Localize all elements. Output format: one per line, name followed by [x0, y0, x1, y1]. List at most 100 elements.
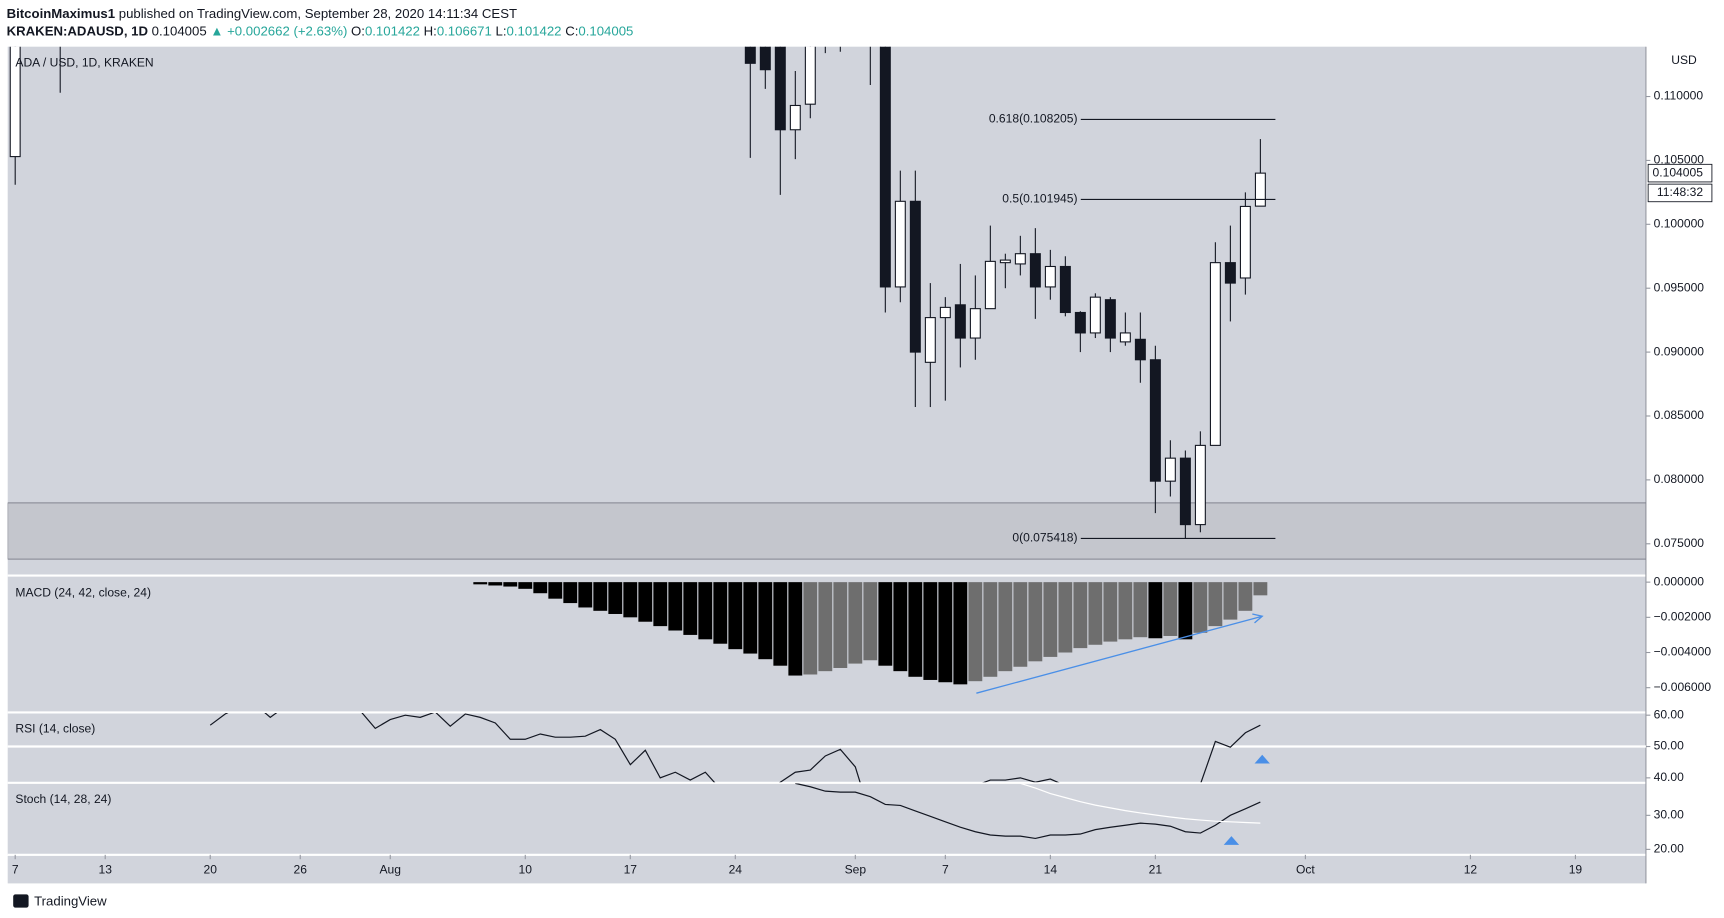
candle-body [1059, 265, 1071, 314]
pane-title: RSI (14, close) [15, 722, 95, 736]
candle-body [1119, 332, 1131, 343]
candle-body [1224, 262, 1236, 284]
histogram-bar [923, 582, 938, 680]
histogram-bar [1193, 582, 1208, 633]
histogram-bar [938, 582, 953, 683]
x-tick-label: 26 [294, 862, 308, 876]
fib-label: 0.5(0.101945) [1002, 192, 1077, 206]
histogram-bar [908, 582, 923, 677]
ohlc-label: H: [424, 24, 437, 39]
histogram-bar [518, 582, 533, 589]
rsi-signal-triangle [1254, 754, 1270, 764]
histogram-bar [533, 582, 548, 594]
x-tick-label: Aug [380, 862, 402, 876]
histogram-bar [1133, 582, 1148, 638]
y-tick-label: 40.00 [1654, 770, 1685, 784]
candle-body [1134, 338, 1146, 361]
histogram-bar [998, 582, 1013, 672]
candle-body [789, 104, 801, 131]
candle-body [879, 46, 891, 288]
histogram-bar [1178, 582, 1193, 640]
candle-body [969, 308, 981, 339]
y-tick-label: −0.006000 [1654, 680, 1712, 694]
y-tick-label: −0.002000 [1654, 610, 1712, 624]
candle-body [909, 200, 921, 353]
y-tick-label: 0.080000 [1654, 472, 1705, 486]
histogram-bar [788, 582, 803, 676]
stoch-signal-triangle [1223, 836, 1240, 845]
y-tick-label: 0.105000 [1654, 153, 1705, 167]
histogram-bar [503, 582, 518, 587]
histogram-bar [1223, 582, 1238, 620]
support-zone [7, 502, 1646, 560]
last-price-label: 0.104005 [1653, 165, 1704, 179]
histogram-bar [953, 582, 968, 685]
histogram-bar [668, 582, 683, 631]
histogram-bar [893, 582, 908, 672]
histogram-bar [713, 582, 728, 644]
histogram-bar [578, 582, 593, 608]
x-tick-label: 21 [1149, 862, 1163, 876]
candle-body [999, 259, 1011, 264]
histogram-bar [1253, 582, 1268, 596]
candle-body [924, 317, 936, 363]
histogram-bar [803, 582, 818, 675]
histogram-bar [683, 582, 698, 635]
candle-body [1074, 311, 1086, 334]
histogram-bar [1238, 582, 1253, 611]
y-tick-label: 60.00 [1654, 707, 1685, 721]
published: published on TradingView.com, September … [119, 6, 517, 21]
histogram-bar [1208, 582, 1223, 627]
histogram-bar [1163, 582, 1178, 636]
x-tick-label: 7 [942, 862, 949, 876]
histogram-bar [728, 582, 743, 650]
histogram-bar [638, 582, 653, 622]
y-tick-label: 30.00 [1654, 808, 1685, 822]
brand: TradingView [34, 894, 107, 909]
candle-body [1209, 262, 1221, 446]
candle-body [954, 304, 966, 339]
histogram-bar [548, 582, 563, 599]
indicator-line [1020, 783, 1261, 824]
last-price-box [1647, 163, 1713, 183]
candle-body [1179, 457, 1191, 526]
histogram-bar [608, 582, 623, 614]
change: +0.002662 (+2.63%) [227, 24, 347, 39]
footer: TradingView [13, 894, 107, 909]
pane-title: ADA / USD, 1D, KRAKEN [15, 55, 153, 69]
indicator-line [795, 783, 1261, 840]
histogram-bar [1043, 582, 1058, 657]
ohlc-label: O: [351, 24, 365, 39]
histogram-bar [488, 582, 503, 586]
candle-body [759, 46, 771, 71]
histogram-bar [848, 582, 863, 664]
candle-body [1014, 253, 1026, 265]
symbol: KRAKEN:ADAUSD, 1D [7, 24, 148, 39]
histogram-bar [1088, 582, 1103, 645]
candle-body [774, 46, 786, 131]
ohlc-value: 0.101422 [365, 24, 420, 39]
histogram-bar [473, 582, 488, 585]
last-price: 0.104005 [152, 24, 207, 39]
histogram-bar [1148, 582, 1163, 639]
histogram-bar [1028, 582, 1043, 662]
x-tick-label: 7 [12, 862, 19, 876]
histogram-bar [653, 582, 668, 627]
histogram-bar [863, 582, 878, 661]
x-tick-label: Oct [1296, 862, 1315, 876]
candle-body [984, 260, 996, 310]
y-tick-label: 0.085000 [1654, 408, 1705, 422]
y-tick-label: 0.110000 [1654, 89, 1704, 103]
pane-0: 0.618(0.108205) 0.5(0.101945) 0(0.075418) [7, 46, 1646, 560]
x-tick-label: 20 [204, 862, 218, 876]
candle-body [1164, 457, 1176, 482]
x-tick-label: 10 [519, 862, 533, 876]
ohlc-label: L: [496, 24, 507, 39]
y-tick-label: 0.000000 [1654, 574, 1705, 588]
x-tick-label: 19 [1569, 862, 1583, 876]
histogram-bar [1013, 582, 1028, 667]
x-tick-label: 12 [1464, 862, 1478, 876]
ohlc-label: C: [565, 24, 578, 39]
candle-body [744, 46, 756, 64]
